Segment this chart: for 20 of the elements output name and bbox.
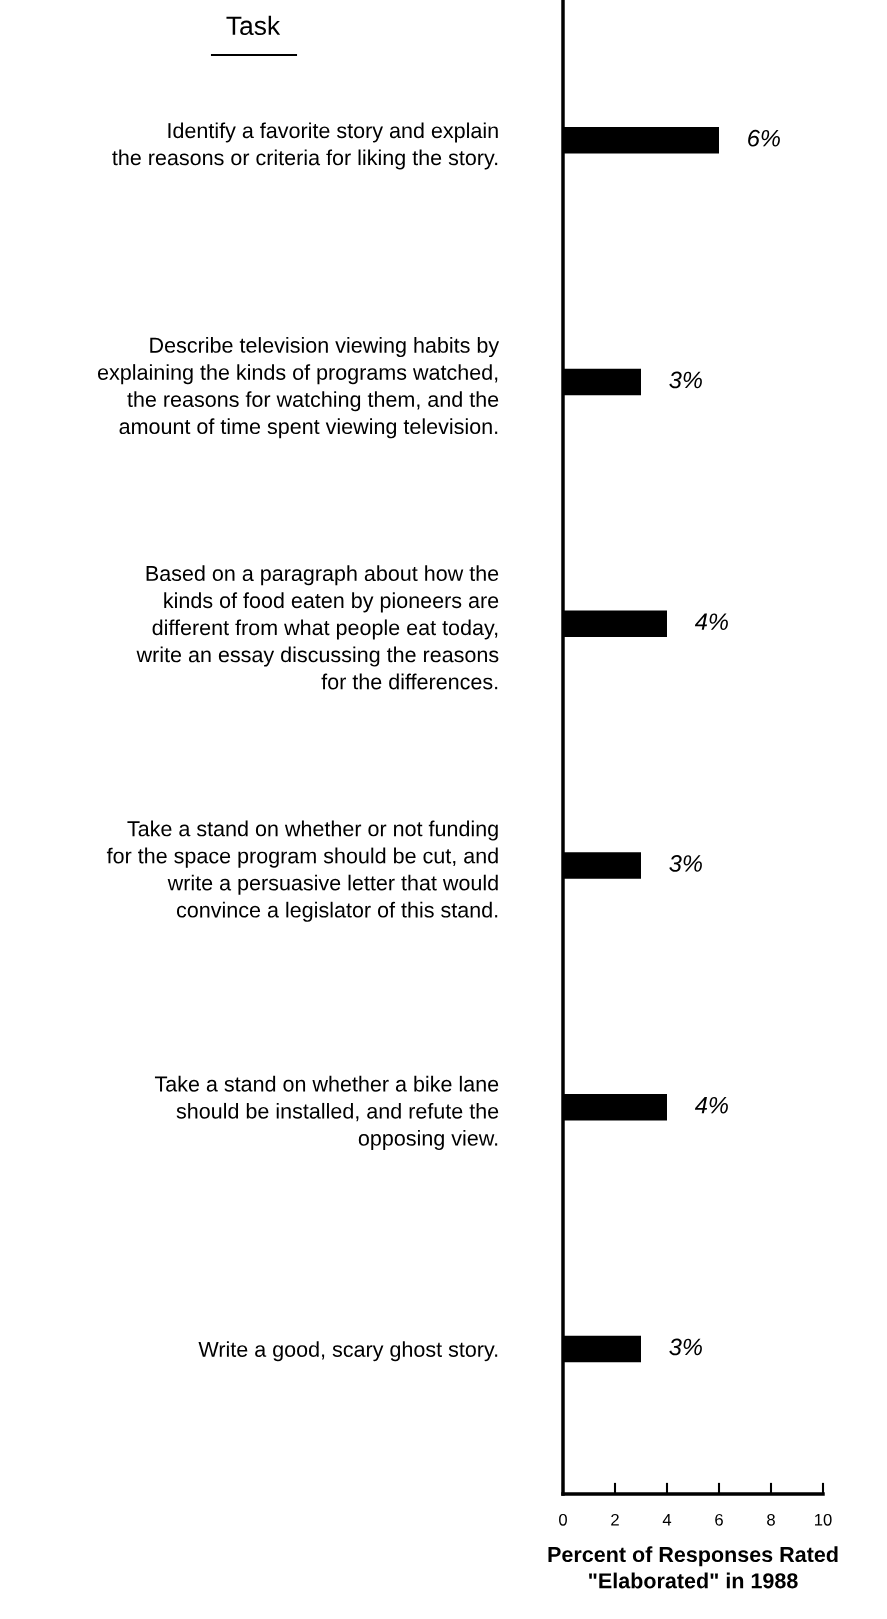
data-label: 3% — [669, 1338, 702, 1356]
data-label: 4% — [694, 613, 728, 630]
x-tick-label: 4 — [662, 1514, 672, 1526]
y-tick-label: Take a stand on whether a bike lane should be installed, and refute the opposing view. — [154, 1075, 499, 1151]
y-tick-label: Identify a favorite story and explain the reasons or criteria for liking the story. — [112, 122, 498, 170]
x-tick-label: 8 — [767, 1513, 775, 1526]
y-tick-label: Write a good, scary ghost story. — [198, 1341, 498, 1362]
data-label: 3% — [669, 371, 702, 389]
x-tick-label: 6 — [715, 1513, 723, 1526]
x-tick-label: 0 — [559, 1513, 567, 1526]
x-tick-label: 2 — [611, 1513, 619, 1526]
data-label: 6% — [748, 129, 780, 147]
data-label: 3% — [669, 855, 702, 872]
y-tick-label: Based on a paragraph about how the kinds of food eaten by pioneers are different from what people eat today, write an essay discussing the reasons for the differences. — [136, 565, 499, 690]
data-label: 4% — [694, 1096, 728, 1114]
x-axis-title: Percent of Responses Rated "Elaborated" in 1988 — [548, 1546, 838, 1589]
x-tick-label: 10 — [815, 1513, 832, 1526]
y-axis-title: Task — [226, 15, 281, 36]
y-tick-label: Take a stand on whether or not funding for the space program should be cut, and write a persuasive letter that would convince a legislator of this stand. — [106, 820, 498, 922]
y-tick-label: Describe television viewing habits by explaining the kinds of programs watched, the reasons for watching them, and the amount of time spent viewing television. — [97, 337, 500, 439]
